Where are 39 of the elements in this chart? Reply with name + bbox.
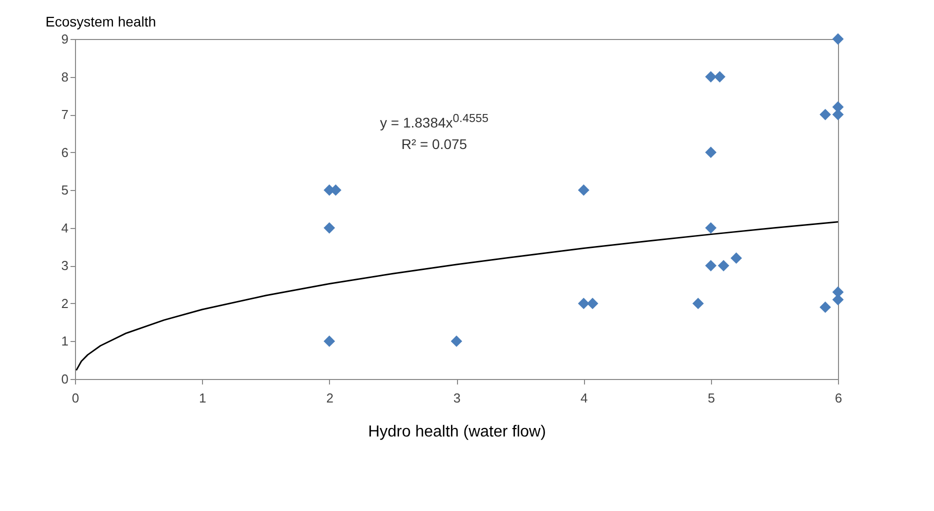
y-tick-label: 4	[61, 220, 68, 236]
x-tick-label: 3	[453, 390, 461, 406]
point	[705, 260, 717, 272]
line-series	[76, 221, 839, 372]
point	[730, 252, 742, 264]
x-tick-label: 5	[708, 390, 715, 406]
x-tick-label: 2	[326, 390, 334, 406]
point	[718, 260, 730, 272]
y-tick-label: 5	[61, 182, 68, 198]
point	[586, 298, 598, 310]
x-tick-label: 4	[580, 390, 588, 406]
point	[692, 298, 704, 310]
point	[705, 146, 717, 158]
annotation: y = 1.8384x$^{0.4555}$	[380, 111, 488, 133]
y-tick-label: 2	[61, 296, 68, 311]
point	[324, 336, 336, 347]
y-tick-label: 1	[61, 334, 68, 349]
y-tick-label: 3	[61, 258, 68, 274]
x-tick-label: 6	[834, 390, 842, 406]
point	[820, 108, 831, 120]
y-tick-label: 9	[61, 32, 68, 46]
y-tick-label: 7	[61, 107, 68, 122]
y-tick-label: 6	[61, 144, 68, 160]
point	[705, 71, 717, 82]
point	[324, 222, 336, 234]
point	[705, 222, 717, 234]
point	[578, 184, 590, 196]
point	[832, 33, 844, 45]
x-tick-label: 0	[72, 390, 80, 406]
point	[578, 298, 590, 310]
y-tick-label: 0	[61, 372, 68, 386]
annotation: R² = 0.075	[400, 134, 468, 154]
point	[450, 336, 462, 347]
x-axis-title: Hydro health (water flow)	[368, 424, 546, 440]
y-tick-label: 8	[61, 69, 68, 84]
y-axis-title: Ecosystem health	[46, 14, 156, 30]
x-tick-label: 1	[199, 390, 206, 406]
point	[714, 71, 726, 82]
point	[820, 302, 831, 313]
